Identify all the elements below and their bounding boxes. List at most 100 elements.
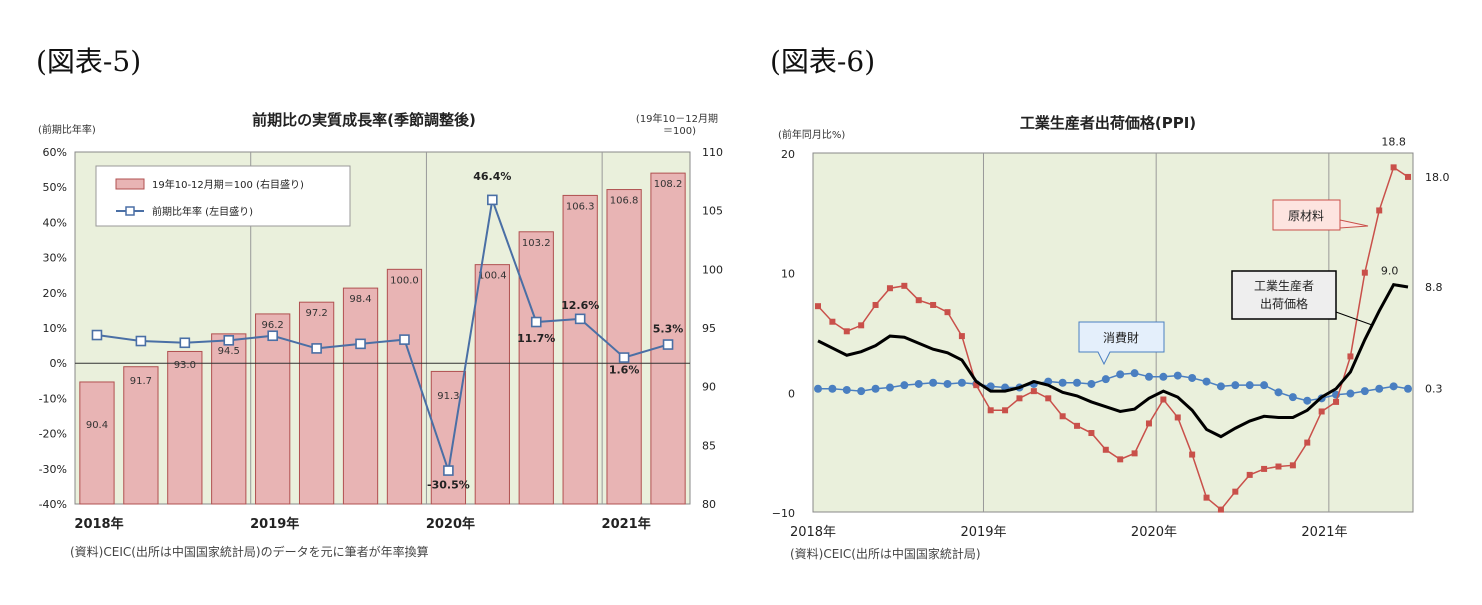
fig5-right-tick-label: 85 xyxy=(702,439,716,452)
fig6-raw-marker xyxy=(958,333,965,340)
fig5-left-tick-label: 20% xyxy=(43,287,67,300)
fig5-line-value-label: 12.6% xyxy=(561,299,599,312)
fig5-left-tick-label: 60% xyxy=(43,146,67,159)
fig5-bar xyxy=(562,194,598,505)
fig5-legend-bar-label: 19年10-12月期＝100 (右目盛り) xyxy=(152,178,304,191)
fig6-consumer-marker xyxy=(914,379,923,388)
fig5-left-tick-label: -40% xyxy=(39,498,67,511)
fig5-line-marker xyxy=(443,465,454,476)
fig6-consumer-marker xyxy=(857,387,866,396)
fig6-consumer-marker xyxy=(1245,381,1254,390)
fig5-line-marker xyxy=(267,330,278,342)
fig5-left-tick-label: 0% xyxy=(50,357,67,370)
fig6-consumer-marker xyxy=(1130,369,1139,378)
fig5-bar xyxy=(650,172,686,505)
fig6-consumer-marker xyxy=(1101,375,1110,384)
fig5-line-series xyxy=(96,195,669,471)
fig6-raw-marker xyxy=(1318,408,1325,415)
fig6-raw-marker xyxy=(1189,451,1196,458)
fig6-raw-marker xyxy=(858,322,865,329)
fig6-consumer-marker xyxy=(885,383,894,392)
fig6-source: (資料)CEIC(出所は中国国家統計局) xyxy=(790,546,981,561)
fig6-raw-marker xyxy=(1232,488,1239,495)
fig5-bar-value-label: 108.2 xyxy=(654,179,683,190)
fig6-raw-marker xyxy=(1405,173,1411,180)
fig5-line-marker xyxy=(399,334,410,345)
fig5-bar-value-label: 91.3 xyxy=(437,391,459,402)
fig5-bar-value-label: 94.5 xyxy=(218,346,240,357)
fig6-ppi-callout-pointer xyxy=(1335,311,1373,326)
fig5-line-marker xyxy=(662,339,674,350)
fig6-raw-marker xyxy=(1002,407,1009,414)
fig6-left-tick-label: −10 xyxy=(772,507,795,520)
fig5-bar-value-label: 106.3 xyxy=(566,201,595,212)
fig6-raw-marker xyxy=(1145,420,1152,427)
fig5-legend-line-label: 前期比年率 (左目盛り) xyxy=(152,205,253,218)
fig5-legend-line-marker xyxy=(125,206,135,216)
fig6-raw-callout-label: 原材料 xyxy=(1288,209,1324,223)
fig5-line-value-label: -30.5% xyxy=(427,479,470,492)
figure-6-label: (図表-6) xyxy=(770,45,876,78)
fig5-line-marker xyxy=(179,337,191,349)
fig6-consumer-marker xyxy=(1188,373,1197,382)
fig5-line-value-label: 1.6% xyxy=(609,364,640,377)
fig5-legend-box xyxy=(95,165,351,227)
fig6-raw-marker xyxy=(944,309,951,316)
fig6-raw-marker xyxy=(1016,395,1023,402)
fig5-bar-value-label: 98.4 xyxy=(349,294,371,305)
fig5-year-label: 2020年 xyxy=(426,516,475,532)
fig6-year-label: 2020年 xyxy=(1131,525,1177,540)
fig5-bar xyxy=(79,381,115,505)
fig6-consumer-callout-box xyxy=(1078,321,1165,366)
fig6-year-label: 2018年 xyxy=(790,525,836,540)
fig5-line-marker xyxy=(311,343,322,354)
fig5-right-axis-label-2: ＝100) xyxy=(663,126,696,137)
fig5-bar xyxy=(518,231,554,505)
fig6-consumer-marker xyxy=(1216,382,1225,391)
fig6-raw-marker xyxy=(1347,353,1354,360)
fig6-consumer-last-label: 0.3 xyxy=(1425,383,1443,396)
fig5-line-marker xyxy=(355,338,366,350)
fig6-raw-marker xyxy=(1289,462,1296,469)
fig6-ppi-last-label: 8.8 xyxy=(1425,281,1443,294)
fig5-source: (資料)CEIC(出所は中国国家統計局)のデータを元に筆者が年率換算 xyxy=(70,544,429,559)
fig5-line-marker xyxy=(487,194,498,206)
fig6-consumer-marker xyxy=(1202,377,1211,386)
fig6-consumer-marker xyxy=(828,384,837,393)
fig5-right-tick-label: 90 xyxy=(702,381,716,394)
fig5-left-tick-label: -30% xyxy=(39,463,67,476)
fig6-raw-marker xyxy=(1304,439,1311,446)
fig6-consumer-marker xyxy=(1231,381,1240,390)
fig6-ppi-peak-label: 9.0 xyxy=(1381,265,1399,278)
fig5-bar xyxy=(255,313,291,505)
fig5-bar xyxy=(298,301,335,505)
fig6-year-label: 2019年 xyxy=(960,525,1006,540)
fig5-bar-value-label: 97.2 xyxy=(305,308,327,319)
fig6-raw-marker xyxy=(901,282,908,289)
fig5-year-label: 2018年 xyxy=(74,516,123,532)
fig5-bar-value-label: 93.0 xyxy=(174,360,196,371)
fig6-raw-marker xyxy=(930,301,937,308)
fig6-consumer-marker xyxy=(1288,393,1297,402)
fig5-bar xyxy=(386,268,423,505)
fig5-legend-bar-swatch xyxy=(115,178,145,190)
fig6-raw-marker xyxy=(1088,430,1095,437)
figure-5-label: (図表-5) xyxy=(36,45,142,78)
fig6-consumer-marker xyxy=(1303,396,1312,405)
fig5-right-tick-label: 105 xyxy=(702,205,723,218)
fig5-bar xyxy=(474,264,510,505)
fig6-consumer-marker xyxy=(1116,370,1125,379)
fig6-raw-marker xyxy=(1045,395,1052,402)
fig6-raw-marker xyxy=(1174,414,1181,421)
fig6-raw-marker xyxy=(872,301,879,308)
fig6-ppi-callout-line1: 工業生産者 xyxy=(1254,278,1314,293)
fig6-raw-marker xyxy=(1059,413,1066,420)
fig6-raw-marker xyxy=(815,303,821,310)
fig6-consumer-marker xyxy=(871,384,880,393)
fig6-left-tick-label: 20 xyxy=(781,148,795,161)
fig6-raw-marker xyxy=(973,382,980,389)
fig6-raw-marker xyxy=(1261,465,1268,472)
fig6-consumer-callout-label: 消費財 xyxy=(1103,330,1139,345)
fig5-title: 前期比の実質成長率(季節調整後) xyxy=(252,111,476,129)
fig6-raw-marker xyxy=(886,285,893,292)
